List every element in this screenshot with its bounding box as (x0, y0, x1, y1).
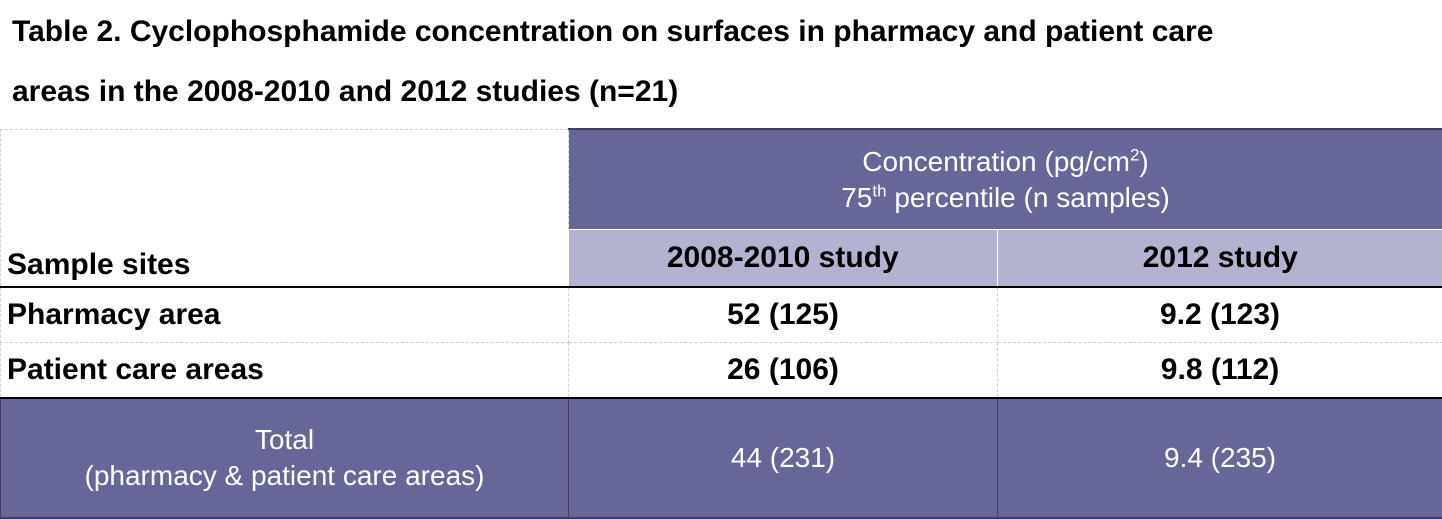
header-row-top: Concentration (pg/cm2) 75th percentile (… (1, 129, 1442, 230)
sample-sites-header: Sample sites (1, 230, 569, 287)
concentration-header: Concentration (pg/cm2) 75th percentile (… (569, 129, 1442, 230)
header-row-bottom: Sample sites 2008-2010 study 2012 study (1, 230, 1442, 287)
row-value-2008: 26 (106) (569, 342, 998, 398)
table-row: Pharmacy area 52 (125) 9.2 (123) (1, 287, 1442, 343)
study-2008-header: 2008-2010 study (569, 230, 998, 287)
total-label-line-2: (pharmacy & patient care areas) (1, 458, 568, 494)
table-row: Patient care areas 26 (106) 9.8 (112) (1, 342, 1442, 398)
percentile-sup: th (872, 181, 886, 200)
concentration-unit-sup: 2 (1130, 145, 1139, 164)
row-value-2012: 9.8 (112) (998, 342, 1442, 398)
total-label: Total (pharmacy & patient care areas) (1, 398, 569, 518)
total-row: Total (pharmacy & patient care areas) 44… (1, 398, 1442, 518)
concentration-close: ) (1139, 146, 1148, 177)
total-value-2012: 9.4 (235) (998, 398, 1442, 518)
row-site-label: Patient care areas (1, 342, 569, 398)
table-title-line-2: areas in the 2008-2010 and 2012 studies … (12, 75, 678, 108)
percentile-prefix: 75 (841, 182, 872, 213)
empty-corner-cell (1, 129, 569, 230)
table-title: Table 2. Cyclophosphamide concentration … (12, 2, 1432, 122)
row-value-2012: 9.2 (123) (998, 287, 1442, 343)
table-title-line-1: Table 2. Cyclophosphamide concentration … (12, 15, 1213, 48)
concentration-label: Concentration (pg/cm (862, 146, 1130, 177)
row-site-label: Pharmacy area (1, 287, 569, 343)
concentration-table: Concentration (pg/cm2) 75th percentile (… (0, 128, 1442, 519)
study-2012-header: 2012 study (998, 230, 1442, 287)
percentile-suffix: percentile (n samples) (887, 182, 1170, 213)
total-label-line-1: Total (1, 422, 568, 458)
row-value-2008: 52 (125) (569, 287, 998, 343)
total-value-2008: 44 (231) (569, 398, 998, 518)
